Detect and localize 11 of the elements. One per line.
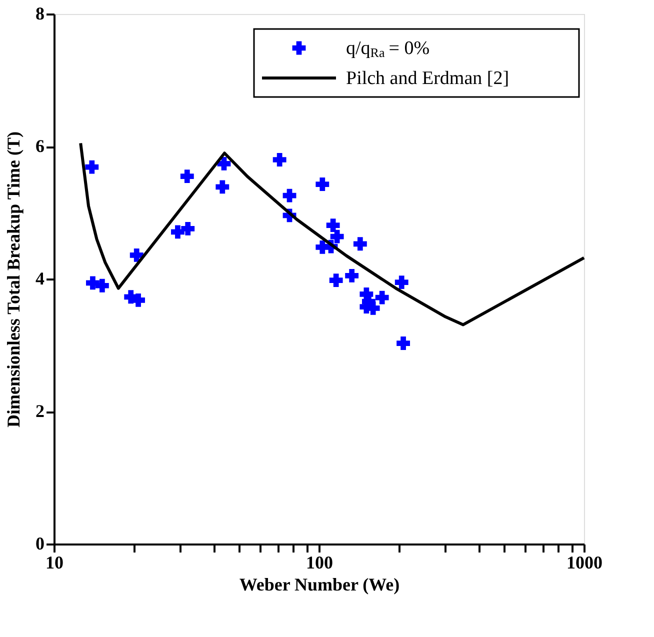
x-axis-title: Weber Number (We) <box>239 574 400 594</box>
y-tick-label: 4 <box>36 268 44 288</box>
legend-label: Pilch and Erdman [2] <box>346 68 510 89</box>
y-axis-title: Dimensionless Total Breakup Time (T) <box>4 131 24 428</box>
x-tick-label: 100 <box>306 552 333 572</box>
x-tick-label: 1000 <box>566 552 602 572</box>
y-tick-label: 2 <box>36 401 44 421</box>
y-tick-label: 6 <box>36 136 44 156</box>
y-tick-label: 0 <box>36 534 44 554</box>
y-tick-label: 8 <box>36 4 44 24</box>
x-tick-label: 10 <box>46 552 64 572</box>
